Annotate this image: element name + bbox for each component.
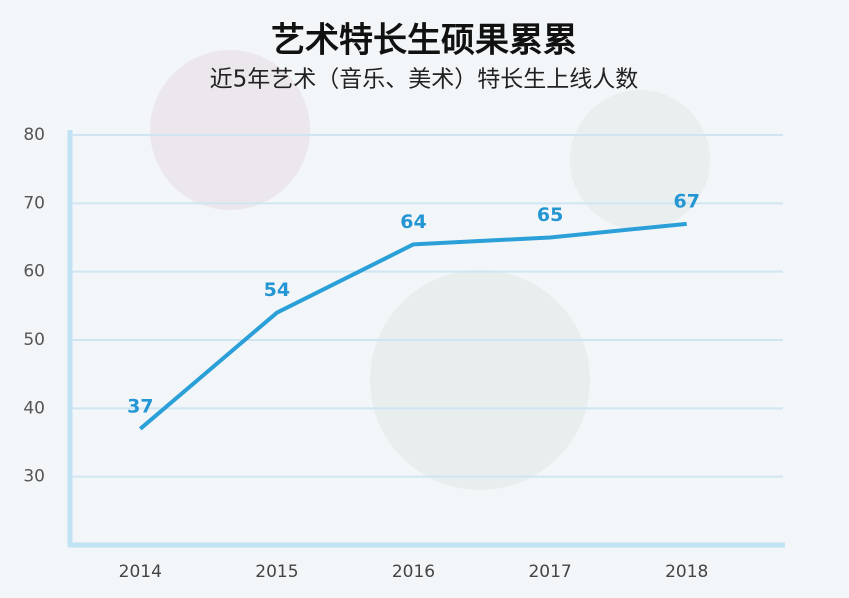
y-tick-label: 80 [23, 125, 45, 145]
y-tick-label: 30 [23, 467, 45, 487]
x-tick-label: 2014 [119, 562, 162, 582]
decor [370, 270, 590, 490]
data-label: 64 [400, 211, 426, 233]
data-label: 54 [264, 279, 290, 301]
data-label: 67 [673, 190, 699, 212]
y-tick-label: 40 [23, 398, 45, 418]
x-tick-label: 2017 [528, 562, 571, 582]
chart-title: 艺术特长生硕果累累 [271, 21, 577, 61]
data-line [139, 221, 687, 431]
decor [570, 90, 710, 230]
y-tick-label: 60 [23, 262, 45, 282]
y-tick-label: 70 [23, 193, 45, 213]
y-tick-label: 50 [23, 330, 45, 350]
chart-subtitle: 近5年艺术（音乐、美术）特长生上线人数 [210, 67, 639, 93]
x-tick-label: 2015 [255, 562, 298, 582]
x-tick-label: 2018 [665, 562, 708, 582]
decor [150, 50, 310, 210]
data-label: 37 [127, 395, 153, 417]
x-tick-label: 2016 [392, 562, 435, 582]
data-label: 65 [537, 204, 563, 226]
